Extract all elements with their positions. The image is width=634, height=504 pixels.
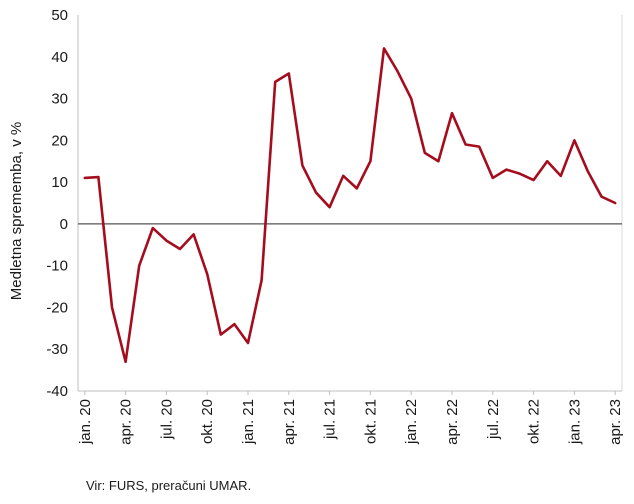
- y-tick-label: 50: [51, 7, 68, 24]
- y-tick-label: 0: [60, 216, 68, 233]
- source-note: Vir: FURS, preračuni UMAR.: [86, 478, 251, 493]
- x-tick-label: jan. 20: [77, 399, 94, 445]
- x-tick-label: apr. 21: [281, 399, 298, 445]
- y-tick-label: -10: [46, 258, 68, 275]
- y-tick-label: -30: [46, 341, 68, 358]
- y-tick-label: 10: [51, 174, 68, 191]
- y-tick-label: 20: [51, 132, 68, 149]
- x-tick-label: okt. 20: [199, 399, 216, 444]
- x-tick-label: jan. 23: [566, 399, 583, 445]
- x-tick-label: okt. 21: [362, 399, 379, 444]
- y-tick-label: -20: [46, 299, 68, 316]
- x-tick-label: apr. 20: [118, 399, 135, 445]
- series-line: [83, 47, 617, 364]
- tick-labels: -40 -30 -20 -10 0 10 20 30 40 50 jan. 20 apr. 20 jul…: [46, 7, 624, 445]
- x-tick-label: okt. 22: [526, 399, 543, 444]
- y-tick-label: 30: [51, 91, 68, 108]
- axes: [77, 15, 623, 395]
- x-tick-label: jul. 21: [322, 399, 339, 440]
- x-tick-label: apr. 23: [607, 399, 624, 445]
- y-tick-label: 40: [51, 49, 68, 66]
- x-tick-label: jan. 21: [240, 399, 257, 445]
- x-tick-label: apr. 22: [444, 399, 461, 445]
- y-tick-label: -40: [46, 383, 68, 400]
- x-tick-label: jul. 20: [158, 399, 175, 440]
- series-layer: [83, 47, 617, 364]
- y-axis-title: Medletna sprememba, v %: [8, 122, 25, 300]
- x-tick-label: jan. 22: [403, 399, 420, 445]
- x-tick-label: jul. 22: [485, 399, 502, 440]
